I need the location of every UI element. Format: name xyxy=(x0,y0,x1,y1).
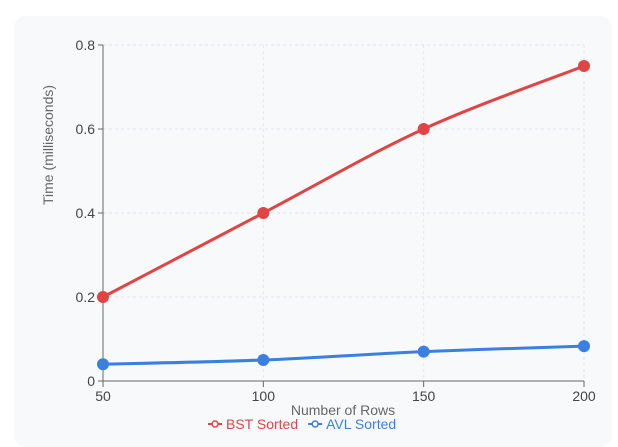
data-point-bst-sorted[interactable] xyxy=(578,60,590,72)
legend-label: BST Sorted xyxy=(226,416,298,432)
data-point-bst-sorted[interactable] xyxy=(97,291,109,303)
legend-label: AVL Sorted xyxy=(326,416,396,432)
series-line-avl-sorted xyxy=(102,344,585,366)
legend-item-avl-sorted[interactable]: AVL Sorted xyxy=(308,416,396,432)
x-tick-label: 50 xyxy=(95,388,111,404)
data-point-avl-sorted[interactable] xyxy=(417,345,430,358)
series-group xyxy=(97,60,590,371)
y-tick-label: 0.2 xyxy=(76,289,96,305)
legend-marker-icon xyxy=(211,420,219,428)
grid-lines xyxy=(102,44,585,381)
y-axis-title: Time (milliseconds) xyxy=(40,85,56,205)
x-axis-title: Number of Rows xyxy=(291,402,395,418)
y-tick-label: 0.4 xyxy=(76,205,96,221)
data-point-avl-sorted[interactable] xyxy=(257,354,270,366)
x-tick-label: 150 xyxy=(412,388,436,404)
y-tick-label: 0.6 xyxy=(76,121,96,137)
data-point-bst-sorted[interactable] xyxy=(257,207,270,219)
data-point-avl-sorted[interactable] xyxy=(97,358,109,371)
legend-marker-icon xyxy=(311,420,319,428)
y-tick-label: 0 xyxy=(87,373,95,389)
x-tick-label: 100 xyxy=(252,388,276,404)
y-tick-labels: 0 0.2 0.4 0.6 0.8 xyxy=(76,37,96,389)
x-tick-labels: 50 100 150 200 xyxy=(95,388,596,404)
chart-card xyxy=(14,16,612,447)
series-line-bst-sorted xyxy=(102,64,585,299)
data-point-avl-sorted[interactable] xyxy=(578,340,590,353)
series-avl-sorted xyxy=(97,340,590,371)
axes xyxy=(98,44,585,387)
legend-item-bst-sorted[interactable]: BST Sorted xyxy=(208,416,298,432)
data-point-bst-sorted[interactable] xyxy=(417,123,430,135)
x-tick-label: 200 xyxy=(572,388,596,404)
y-tick-label: 0.8 xyxy=(76,37,96,53)
series-bst-sorted xyxy=(97,60,590,303)
legend: BST Sorted AVL Sorted xyxy=(208,416,396,432)
